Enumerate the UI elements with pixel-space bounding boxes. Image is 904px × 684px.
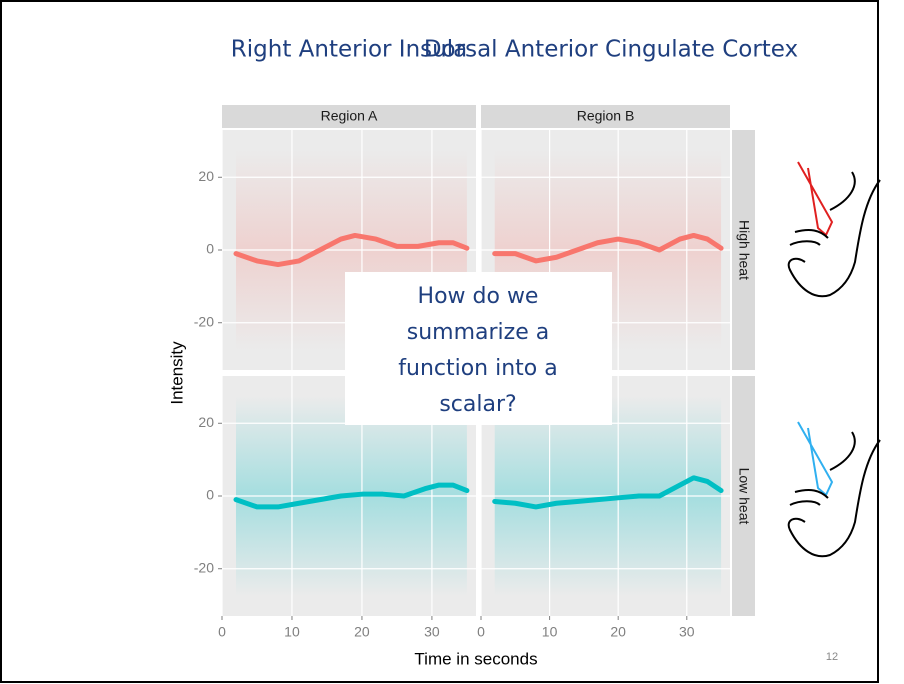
page-number: 12 (826, 651, 838, 663)
strip-label: Region A (321, 108, 378, 124)
question-box (345, 272, 612, 425)
mean-curve (492, 475, 724, 510)
slide-border (0, 0, 879, 683)
y-tick-label: 20 (198, 168, 214, 184)
x-tick-label: 30 (679, 624, 695, 640)
question-line: scalar? (439, 392, 516, 417)
y-tick-label: -20 (194, 313, 214, 329)
mean-curve (492, 232, 724, 264)
question-line: summarize a (407, 320, 549, 345)
heading: Right Anterior Insula (231, 37, 467, 63)
x-tick-label: 20 (354, 624, 370, 640)
x-tick-label: 10 (284, 624, 300, 640)
y-tick-label: 0 (206, 487, 214, 503)
y-tick-label: 0 (206, 241, 214, 257)
x-tick-label: 20 (610, 624, 626, 640)
strip (732, 376, 755, 616)
x-axis-label: Time in seconds (414, 649, 537, 668)
hand-icon (787, 161, 881, 298)
y-axis-label: Intensity (167, 341, 186, 405)
hand-icon (787, 421, 881, 558)
question-line: function into a (398, 356, 557, 381)
strip (481, 105, 730, 128)
y-tick-label: 20 (198, 414, 214, 430)
mean-curve (233, 232, 470, 268)
x-tick-label: 30 (424, 624, 440, 640)
strip-label: Low heat (736, 468, 752, 525)
x-tick-label: 0 (477, 624, 485, 640)
x-tick-label: 10 (542, 624, 558, 640)
strip-label: Region B (577, 108, 635, 124)
strip-label: High heat (736, 220, 752, 280)
strip (222, 105, 476, 128)
strip (732, 130, 755, 370)
y-tick-label: -20 (194, 559, 214, 575)
x-tick-label: 0 (218, 624, 226, 640)
mean-curve (233, 482, 470, 510)
heading: Dorsal Anterior Cingulate Cortex (424, 37, 798, 63)
question-line: How do we (418, 284, 539, 309)
